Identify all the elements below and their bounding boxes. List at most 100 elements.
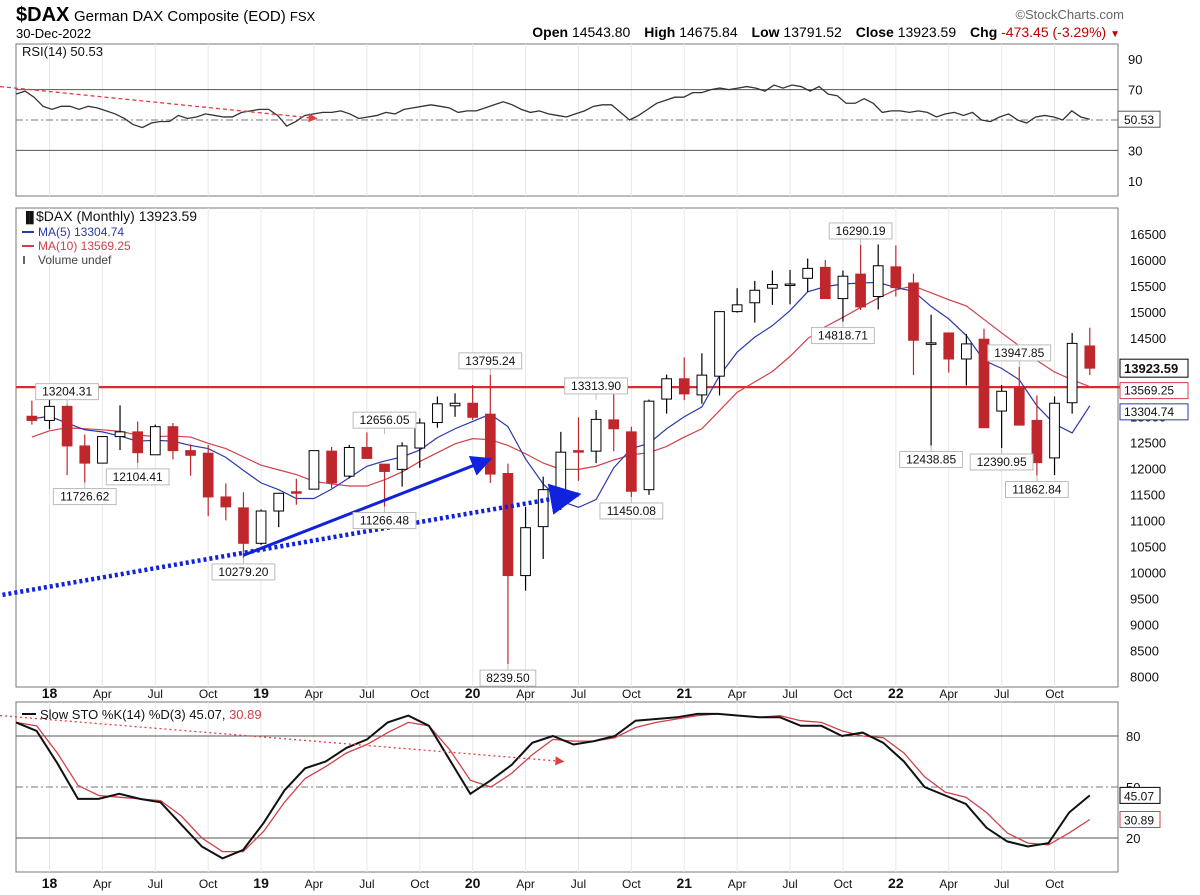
x-tick-label: 19 xyxy=(253,685,269,701)
open-label: Open xyxy=(532,24,569,40)
candle-body xyxy=(784,283,796,287)
volume-icon xyxy=(23,256,25,264)
price-panel xyxy=(15,207,1119,688)
candle-body xyxy=(978,338,990,429)
sto-d-line xyxy=(15,713,1091,853)
brand-label[interactable]: ©StockCharts.com xyxy=(1015,7,1124,22)
x-tick-label: Oct xyxy=(199,687,218,701)
x-tick-label: Apr xyxy=(93,687,112,701)
callout-label: 16290.19 xyxy=(836,224,886,238)
x-tick-label: Apr xyxy=(939,877,958,891)
callout-box xyxy=(352,411,417,429)
x-tick-label: Oct xyxy=(622,687,641,701)
price-tick-label: 12000 xyxy=(1130,461,1166,476)
callout-box xyxy=(987,344,1052,362)
x-tick-label: 22 xyxy=(888,685,904,701)
candle-body xyxy=(291,491,302,494)
candle-body xyxy=(432,403,443,424)
candle-body xyxy=(520,527,531,577)
candle-body xyxy=(149,426,161,456)
candle-body xyxy=(1066,342,1078,404)
sto-d-last-value: 30.89 xyxy=(1124,813,1154,827)
callout-box xyxy=(969,453,1034,471)
x-tick-label: Apr xyxy=(939,687,958,701)
price-tick-label: 9000 xyxy=(1130,618,1159,633)
candle-body xyxy=(114,431,126,438)
x-tick-label: Oct xyxy=(1045,687,1064,701)
callout-label: 13313.90 xyxy=(571,379,621,393)
x-tick-label: 21 xyxy=(676,685,692,701)
candle-body xyxy=(343,447,355,477)
x-tick-label: Jul xyxy=(148,877,163,891)
rsi-line xyxy=(15,84,1090,129)
candle-body xyxy=(97,436,108,464)
candle-body xyxy=(961,343,972,360)
candle-body xyxy=(202,452,214,498)
candle-body xyxy=(890,266,902,289)
x-tick-label: Jul xyxy=(359,687,374,701)
sto-legend: Slow STO %K(14) %D(3) 45.07, 30.89 xyxy=(40,707,262,722)
x-tick-label: Oct xyxy=(1045,877,1064,891)
callout-label: 11266.48 xyxy=(360,514,409,528)
candle-body xyxy=(872,265,884,298)
candle-body xyxy=(626,431,637,492)
price-tick-label: 14500 xyxy=(1130,331,1166,346)
candle-body xyxy=(749,289,761,304)
x-tick-label: 20 xyxy=(465,685,481,701)
candle-body xyxy=(414,422,426,449)
x-tick-label: Apr xyxy=(516,877,535,891)
candle-body xyxy=(1013,387,1025,426)
callout-box xyxy=(564,377,628,395)
candle-body xyxy=(1031,419,1043,464)
x-tick-label: 22 xyxy=(888,875,904,891)
volume-legend: Volume undef xyxy=(38,253,112,267)
callout-box xyxy=(352,512,417,530)
high-value: 14675.84 xyxy=(679,24,738,40)
price-tick-label: 16500 xyxy=(1130,227,1166,242)
chg-value: -473.45 (-3.29%) xyxy=(1001,24,1107,40)
price-tick-label: 15000 xyxy=(1130,305,1166,320)
chg-down-icon: ▼ xyxy=(1110,29,1120,40)
ma5-last-box xyxy=(1119,403,1189,421)
price-tick-label: 15500 xyxy=(1130,279,1166,294)
price-legend: $DAX (Monthly) 13923.59 xyxy=(36,208,197,224)
price-tick-label: 12500 xyxy=(1130,435,1166,450)
candle-body xyxy=(837,275,849,300)
candle-body xyxy=(79,445,91,464)
rsi-last-value: 50.53 xyxy=(1124,113,1154,127)
callout-label: 14818.71 xyxy=(818,329,868,343)
last-close-label: 13923.59 xyxy=(1124,361,1178,376)
candle-body xyxy=(238,507,249,544)
callout-box xyxy=(811,327,875,345)
candle-body xyxy=(255,510,267,544)
candle-body xyxy=(714,311,725,377)
candle-body xyxy=(44,405,55,421)
candle-body xyxy=(361,447,373,459)
price-tick-label: 10500 xyxy=(1130,539,1166,554)
candle-body xyxy=(167,426,179,452)
callout-label: 13795.24 xyxy=(465,354,515,368)
x-tick-label: Jul xyxy=(782,877,797,891)
candle-body xyxy=(590,418,602,452)
callout-label: 12104.41 xyxy=(113,470,163,484)
rsi-tick-label: 90 xyxy=(1128,52,1142,67)
chart-date: 30-Dec-2022 xyxy=(16,26,92,41)
ma10-last-label: 13569.25 xyxy=(1124,384,1174,398)
callout-box xyxy=(35,383,100,401)
sto-k-last-value: 45.07 xyxy=(1124,789,1154,803)
x-tick-label: Oct xyxy=(199,877,218,891)
x-tick-label: 18 xyxy=(42,875,58,891)
x-tick-label: Apr xyxy=(305,877,324,891)
price-tick-label: 11000 xyxy=(1130,513,1165,528)
x-tick-label: Oct xyxy=(834,687,853,701)
ma5-last-label: 13304.74 xyxy=(1124,405,1174,419)
ma5-legend: MA(5) 13304.74 xyxy=(38,225,124,239)
callout-label: 13947.85 xyxy=(994,346,1044,360)
candle-body xyxy=(661,378,672,400)
candle-body xyxy=(537,489,549,528)
low-label: Low xyxy=(751,24,780,40)
x-tick-label: Jul xyxy=(994,877,1009,891)
close-label: Close xyxy=(855,24,894,40)
rsi-tick-label: 30 xyxy=(1128,143,1142,158)
